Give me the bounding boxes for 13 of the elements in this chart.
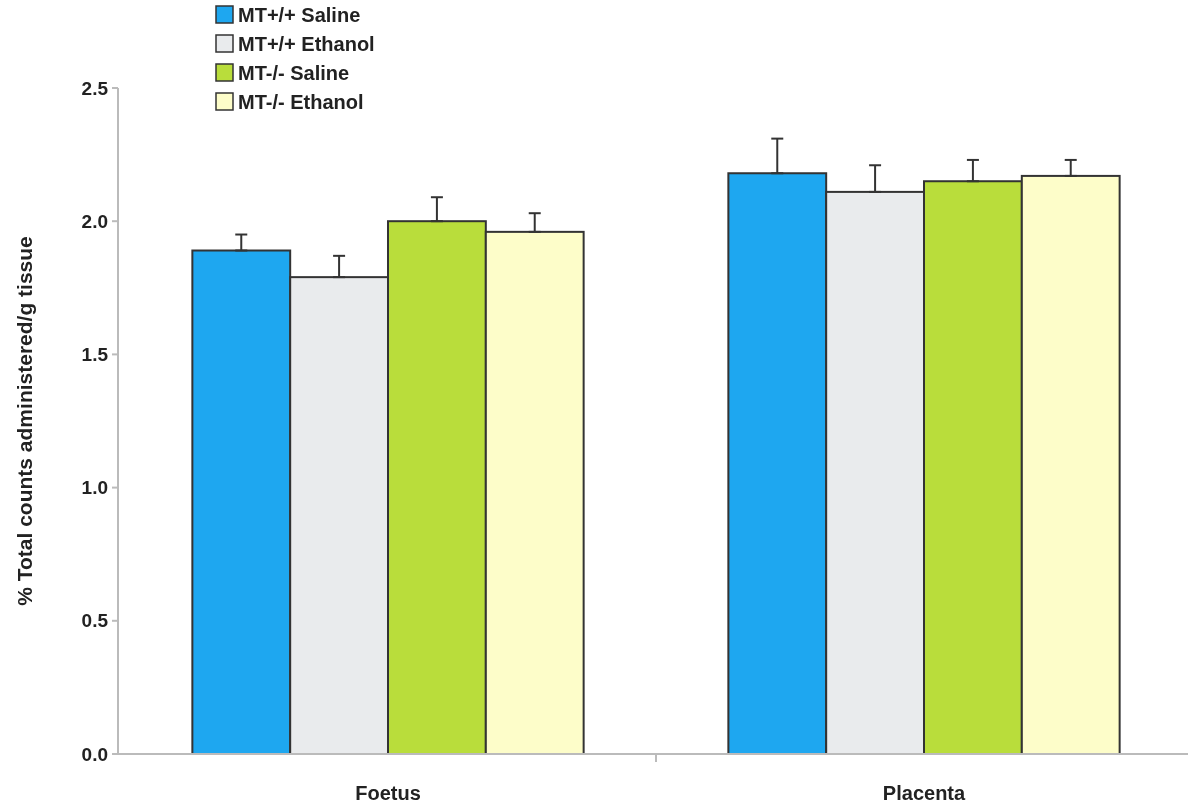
x-tick-label: Placenta	[882, 782, 967, 804]
x-tick-label: Foetus	[355, 782, 421, 804]
y-tick-label: 2.0	[81, 210, 108, 232]
legend-label: MT+/+ Saline	[238, 4, 361, 26]
y-tick-label: 2.5	[81, 77, 109, 99]
y-tick-label: 0.0	[81, 743, 108, 765]
y-tick-label: 1.0	[81, 477, 108, 499]
legend-label: MT+/+ Ethanol	[238, 33, 375, 55]
legend-label: MT-/- Saline	[238, 62, 350, 84]
y-tick-label: 0.5	[81, 610, 109, 632]
y-tick-label: 1.5	[81, 344, 109, 366]
legend-label: MT-/- Ethanol	[238, 91, 364, 113]
y-axis-title: % Total counts administered/g tissue	[13, 236, 36, 606]
